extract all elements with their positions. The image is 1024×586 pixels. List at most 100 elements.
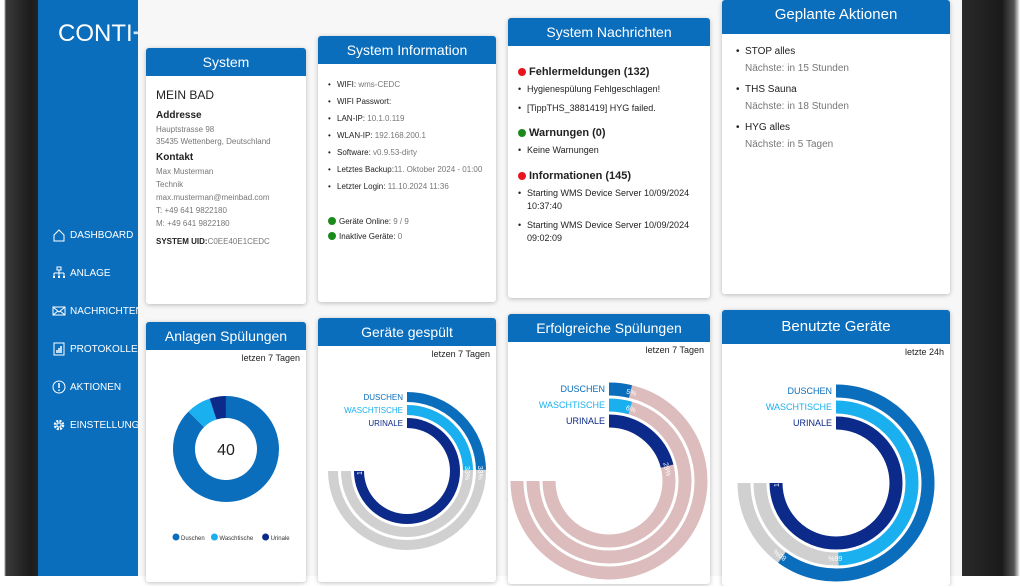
radial-category-label: URINALE bbox=[368, 419, 403, 428]
radial-bar-waschtische bbox=[406, 405, 473, 471]
info-item: Software: v0.9.53-dirty bbox=[328, 148, 486, 157]
sidebar-item-nachrichten[interactable]: NACHRICHTEN bbox=[52, 292, 153, 330]
info-item: Letztes Backup:11. Oktober 2024 - 01:00 bbox=[328, 165, 486, 174]
message-item: Starting WMS Device Server 10/09/2024 09… bbox=[518, 219, 700, 246]
card-title: System Nachrichten bbox=[508, 18, 710, 46]
radial-category-label: URINALE bbox=[793, 418, 832, 428]
message-item: Hygienespülung Fehlgeschlagen! bbox=[518, 83, 700, 97]
status-dot bbox=[328, 217, 336, 225]
status-dot bbox=[518, 68, 526, 76]
donut-chart: 40 Duschen Waschtische Urinale bbox=[172, 396, 291, 542]
system-card: System MEIN BAD Addresse Hauptstrasse 98… bbox=[146, 48, 306, 304]
radial-value-label: 100% bbox=[774, 469, 781, 487]
contact-label: Kontakt bbox=[156, 152, 194, 163]
inactive-devices: Inaktive Geräte: 0 bbox=[328, 232, 486, 241]
message-group-warnings[interactable]: Warnungen (0) bbox=[518, 127, 700, 139]
radial-track bbox=[510, 382, 708, 580]
sidebar-item-label: NACHRICHTEN bbox=[70, 305, 143, 317]
legend-label: Waschtische bbox=[219, 536, 253, 542]
card-title: System Information bbox=[318, 36, 496, 64]
radial-bar-duschen bbox=[608, 382, 632, 398]
donut-center-value: 40 bbox=[217, 442, 235, 459]
contact-name: Max Musterman bbox=[156, 167, 214, 176]
radial-category-label: WASCHTISCHE bbox=[344, 406, 403, 415]
status-dot bbox=[328, 232, 336, 240]
sidebar-item-einstellungen[interactable]: EINSTELLUNGEN bbox=[52, 406, 153, 444]
radial-bar-urinale bbox=[354, 418, 460, 524]
message-item: Starting WMS Device Server 10/09/2024 10… bbox=[518, 187, 700, 214]
radial-value-label: 5% bbox=[625, 389, 636, 398]
legend-label: Duschen bbox=[181, 536, 205, 542]
legend-swatch bbox=[172, 533, 180, 541]
sidebar-item-dashboard[interactable]: DASHBOARD bbox=[52, 216, 153, 254]
donut-slice-urinale bbox=[209, 396, 227, 420]
radial-value-label: 33% bbox=[476, 466, 483, 480]
info-item: LAN-IP: 10.1.0.119 bbox=[328, 114, 486, 123]
radial-bar-duschen bbox=[778, 384, 935, 582]
chart-period: letzte 24h bbox=[904, 347, 944, 357]
legend-swatch bbox=[210, 533, 218, 541]
device-bezel-left bbox=[0, 0, 38, 576]
card-title: Geräte gespült bbox=[318, 318, 496, 346]
chart-card-geraete-gespuelt: Geräte gespült letzen 7 Tagen DUSCHEN 33%… bbox=[318, 318, 496, 582]
logo: CONTI+ bbox=[58, 20, 147, 47]
card-title: System bbox=[146, 48, 306, 76]
radial-bar-urinale bbox=[608, 414, 674, 468]
system-info-card: System Information WIFI: wms-CEDC WIFI Pa… bbox=[318, 36, 496, 302]
system-messages-card: System Nachrichten Fehlermeldungen (132)… bbox=[508, 18, 710, 298]
mail-icon bbox=[52, 306, 66, 316]
home-icon bbox=[53, 229, 65, 242]
chart-card-erfolgreiche-spuelungen: Erfolgreiche Spülungen letzen 7 Tagen DU… bbox=[508, 314, 710, 584]
legend-swatch bbox=[262, 533, 270, 541]
info-item: WLAN-IP: 192.168.200.1 bbox=[328, 131, 486, 140]
sidebar-nav: DASHBOARD ANLAGE NACHRICHTEN PROTOKOLLE AKTI… bbox=[52, 216, 153, 444]
address-line: 35435 Wettenberg, Deutschland bbox=[156, 137, 271, 146]
legend-label: Urinale bbox=[271, 536, 291, 542]
system-name: MEIN BAD bbox=[156, 88, 215, 102]
radial-bar-waschtische bbox=[608, 398, 633, 415]
radial-category-label: WASCHTISCHE bbox=[539, 400, 605, 410]
chart-period: letzen 7 Tagen bbox=[241, 353, 300, 363]
sidebar-item-label: EINSTELLUNGEN bbox=[70, 419, 154, 431]
device-bezel-right bbox=[962, 0, 1024, 576]
radial-bar-chart: DUSCHEN 5% WASCHTISCHE 6% URINALE 28% bbox=[510, 382, 708, 580]
radial-category-label: DUSCHEN bbox=[560, 384, 605, 394]
chart-card-anlagen-spuelungen: Anlagen Spülungen letzen 7 Tagen 40 Dusch… bbox=[146, 322, 306, 582]
chart-card-benutzte-geraete: Benutzte Geräte letzte 24h DUSCHEN 80% WAS… bbox=[722, 310, 950, 586]
message-group-errors[interactable]: Fehlermeldungen (132) bbox=[518, 66, 700, 78]
alert-icon bbox=[52, 380, 66, 394]
sidebar-item-label: PROTOKOLLE bbox=[70, 343, 138, 355]
radial-category-label: DUSCHEN bbox=[363, 393, 403, 402]
info-list: WIFI: wms-CEDC WIFI Passwort: LAN-IP: 10.1… bbox=[328, 80, 486, 191]
sidebar-item-aktionen[interactable]: AKTIONEN bbox=[52, 368, 153, 406]
radial-value-label: 100% bbox=[357, 457, 364, 475]
sidebar-item-anlage[interactable]: ANLAGE bbox=[52, 254, 153, 292]
chart-period: letzen 7 Tagen bbox=[645, 345, 704, 355]
system-uid: SYSTEM UID:C0EE40E1CEDC bbox=[156, 237, 270, 246]
sidebar-item-label: AKTIONEN bbox=[70, 381, 122, 393]
contact-email[interactable]: max.musterman@meinbad.com bbox=[156, 193, 270, 202]
devices-online: Geräte Online: 9 / 9 bbox=[328, 217, 486, 226]
radial-value-label: 28% bbox=[661, 462, 671, 477]
radial-category-label: DUSCHEN bbox=[787, 386, 832, 396]
radial-bar-waschtische bbox=[835, 400, 919, 566]
sidebar-item-label: DASHBOARD bbox=[70, 229, 134, 241]
radial-bar-urinale bbox=[769, 416, 903, 550]
message-group-infos[interactable]: Informationen (145) bbox=[518, 170, 700, 182]
chart-icon bbox=[53, 342, 65, 356]
sidebar-item-protokolle[interactable]: PROTOKOLLE bbox=[52, 330, 153, 368]
message-item: [TippTHS_3881419] HYG failed. bbox=[518, 102, 700, 116]
card-title: Erfolgreiche Spülungen bbox=[508, 314, 710, 342]
network-icon bbox=[53, 266, 65, 278]
donut-slice-duschen bbox=[173, 396, 279, 502]
radial-bar-duschen bbox=[406, 392, 486, 471]
sidebar-item-label: ANLAGE bbox=[70, 267, 111, 279]
contact-phone: T: +49 641 9822180 bbox=[156, 206, 227, 215]
message-item: Keine Warnungen bbox=[518, 144, 700, 158]
